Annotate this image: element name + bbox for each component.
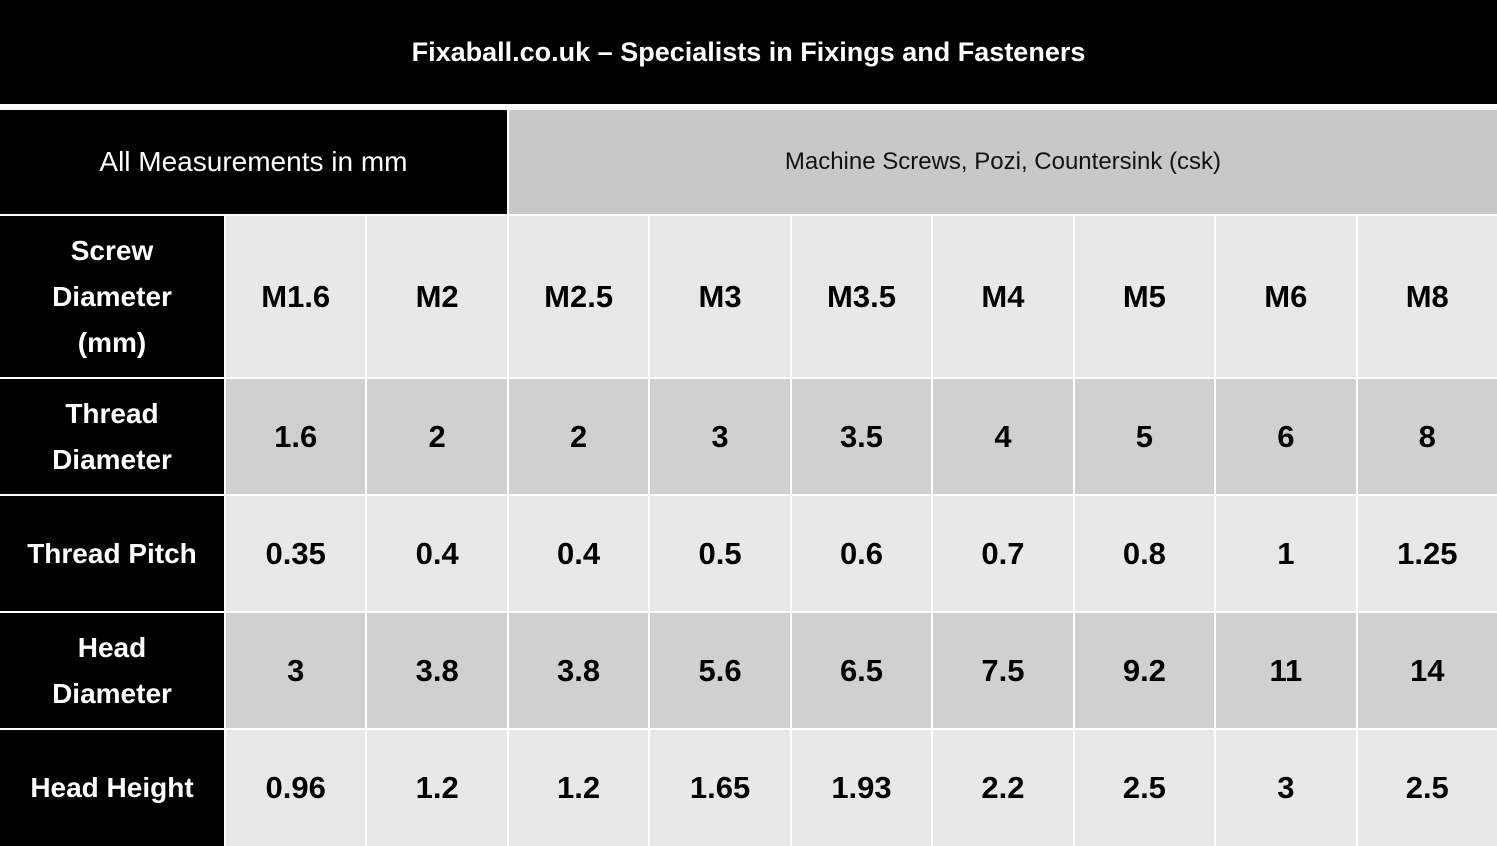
table-cell: 3.8 bbox=[367, 613, 507, 728]
table-cell: 3 bbox=[1216, 730, 1356, 846]
table-cell: 1.25 bbox=[1357, 496, 1497, 611]
table-cell: 3 bbox=[650, 379, 790, 494]
table-cell: 5 bbox=[1074, 379, 1215, 494]
table-cell: 1.2 bbox=[367, 730, 507, 846]
title-bar: Fixaball.co.uk – Specialists in Fixings … bbox=[0, 0, 1497, 104]
product-heading: Machine Screws, Pozi, Countersink (csk) bbox=[508, 110, 1497, 214]
column-header: M3.5 bbox=[791, 216, 932, 377]
table-cell: 3 bbox=[226, 613, 366, 728]
row-header: Head Diameter bbox=[0, 613, 224, 728]
table-cell: 6.5 bbox=[791, 613, 932, 728]
table: All Measurements in mm Machine Screws, P… bbox=[0, 110, 1497, 846]
table-cell: 1.2 bbox=[508, 730, 649, 846]
table-cell: 0.96 bbox=[226, 730, 366, 846]
table-cell: 2.5 bbox=[1074, 730, 1215, 846]
column-header: M2 bbox=[367, 216, 507, 377]
table-cell: 14 bbox=[1357, 613, 1497, 728]
column-header: M8 bbox=[1357, 216, 1497, 377]
table-cell: 2 bbox=[367, 379, 507, 494]
table-cell: 0.8 bbox=[1074, 496, 1215, 611]
table-cell: 0.7 bbox=[933, 496, 1073, 611]
table-cell: 7.5 bbox=[933, 613, 1073, 728]
table-cell: 3.5 bbox=[791, 379, 932, 494]
table-cell: 1.93 bbox=[791, 730, 932, 846]
table-cell: 6 bbox=[1216, 379, 1356, 494]
table-cell: 4 bbox=[933, 379, 1073, 494]
table-cell: 0.4 bbox=[508, 496, 649, 611]
column-header: M5 bbox=[1074, 216, 1215, 377]
column-header: M6 bbox=[1216, 216, 1356, 377]
table-cell: 0.5 bbox=[650, 496, 790, 611]
column-header: M2.5 bbox=[508, 216, 649, 377]
column-header: M4 bbox=[933, 216, 1073, 377]
column-header: M3 bbox=[650, 216, 790, 377]
table-cell: 5.6 bbox=[650, 613, 790, 728]
table-cell: 1.6 bbox=[226, 379, 366, 494]
table-cell: 11 bbox=[1216, 613, 1356, 728]
table-cell: 2 bbox=[508, 379, 649, 494]
row-header: Screw Diameter (mm) bbox=[0, 216, 224, 377]
table-cell: 2.5 bbox=[1357, 730, 1497, 846]
table-cell: 2.2 bbox=[933, 730, 1073, 846]
table-cell: 1 bbox=[1216, 496, 1356, 611]
table-cell: 3.8 bbox=[508, 613, 649, 728]
table-cell: 9.2 bbox=[1074, 613, 1215, 728]
table-cell: 0.6 bbox=[791, 496, 932, 611]
row-header: Thread Diameter bbox=[0, 379, 224, 494]
row-header: Head Height bbox=[0, 730, 224, 846]
table-cell: 0.4 bbox=[367, 496, 507, 611]
table-cell: 1.65 bbox=[650, 730, 790, 846]
table-cell: 0.35 bbox=[226, 496, 366, 611]
table-cell: 8 bbox=[1357, 379, 1497, 494]
row-header: Thread Pitch bbox=[0, 496, 224, 611]
units-note: All Measurements in mm bbox=[0, 110, 507, 214]
column-header: M1.6 bbox=[226, 216, 366, 377]
